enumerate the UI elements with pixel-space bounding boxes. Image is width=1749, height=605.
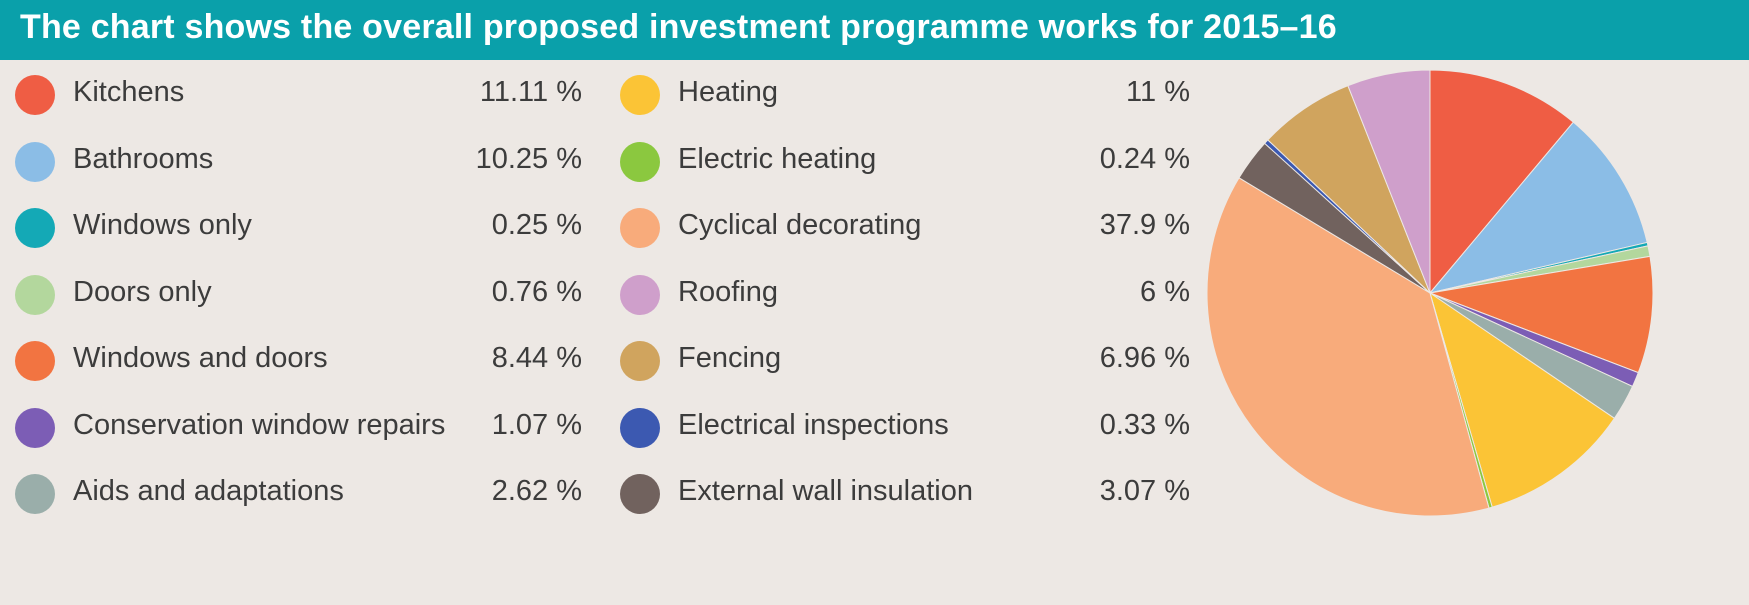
legend-value: 10.25 %	[475, 142, 582, 175]
legend-swatch-icon	[15, 407, 55, 448]
legend-swatch-icon	[15, 474, 55, 514]
chart-title: The chart shows the overall proposed inv…	[20, 8, 1337, 46]
legend-value: 0.25 %	[491, 209, 582, 241]
legend-label: Aids and adaptations	[73, 475, 344, 507]
legend-value: 1.07 %	[491, 408, 582, 441]
legend-label: Windows and doors	[73, 342, 328, 374]
legend-label: Doors only	[73, 275, 212, 308]
legend-value: 0.24 %	[1099, 142, 1190, 175]
legend-value: 0.76 %	[491, 275, 582, 308]
legend-item: Conservation window repairs 1.07 %	[0, 403, 582, 453]
legend-value: 11 %	[1126, 76, 1190, 108]
legend-label: Roofing	[678, 275, 778, 308]
legend-label: Electrical inspections	[678, 408, 949, 441]
legend-label: Kitchens	[73, 76, 185, 108]
title-bar: The chart shows the overall proposed inv…	[0, 0, 1749, 60]
legend-swatch-icon	[15, 208, 55, 248]
legend-item: Heating 11 %	[605, 70, 1190, 120]
legend-item: External wall insulation 3.07 %	[605, 469, 1190, 519]
legend-swatch-icon	[620, 474, 660, 514]
legend-label: Heating	[678, 76, 778, 108]
legend-label: Conservation window repairs	[73, 408, 446, 441]
legend-label: Fencing	[678, 342, 782, 374]
legend-label: Electric heating	[678, 142, 877, 175]
legend-swatch-icon	[620, 141, 660, 182]
legend-item: Aids and adaptations 2.62 %	[0, 469, 582, 519]
legend-swatch-icon	[620, 274, 660, 315]
legend-item: Bathrooms 10.25 %	[0, 137, 582, 187]
legend-label: Bathrooms	[73, 142, 214, 175]
legend-label: External wall insulation	[678, 475, 973, 507]
legend-item: Roofing 6 %	[605, 270, 1190, 320]
legend-swatch-icon	[15, 141, 55, 182]
legend-label: Cyclical decorating	[678, 209, 922, 241]
legend-item: Electric heating 0.24 %	[605, 137, 1190, 187]
legend-swatch-icon	[15, 274, 55, 315]
legend-item: Windows and doors 8.44 %	[0, 336, 582, 386]
pie-slice-heating	[1429, 291, 1616, 508]
legend-swatch-icon	[620, 208, 660, 248]
legend-item: Cyclical decorating 37.9 %	[605, 203, 1190, 253]
legend-item: Kitchens 11.11 %	[0, 70, 582, 120]
pie-slice-cyclical-decorating	[1206, 177, 1490, 517]
legend-value: 6.96 %	[1099, 342, 1190, 374]
pie-slice-windows-and-doors	[1428, 255, 1654, 374]
pie-slice-bathrooms	[1428, 121, 1648, 294]
legend-value: 11.11 %	[479, 76, 582, 108]
legend-swatch-icon	[15, 75, 55, 115]
legend-swatch-icon	[620, 407, 660, 448]
legend-item: Doors only 0.76 %	[0, 270, 582, 320]
legend-value: 37.9 %	[1099, 209, 1190, 241]
legend-value: 3.07 %	[1099, 475, 1190, 507]
pie-chart	[1206, 69, 1654, 517]
legend-label: Windows only	[73, 209, 252, 241]
pie-slice-roofing	[1347, 69, 1431, 294]
legend-swatch-icon	[620, 75, 660, 115]
legend-value: 2.62 %	[491, 475, 582, 507]
legend-swatch-icon	[15, 341, 55, 381]
legend-value: 8.44 %	[491, 342, 582, 374]
legend-value: 6 %	[1140, 275, 1190, 308]
legend-value: 0.33 %	[1099, 408, 1190, 441]
legend-item: Fencing 6.96 %	[605, 336, 1190, 386]
legend-item: Windows only 0.25 %	[0, 203, 582, 253]
pie-slice-kitchens	[1429, 69, 1575, 295]
legend-item: Electrical inspections 0.33 %	[605, 403, 1190, 453]
legend-swatch-icon	[620, 341, 660, 381]
